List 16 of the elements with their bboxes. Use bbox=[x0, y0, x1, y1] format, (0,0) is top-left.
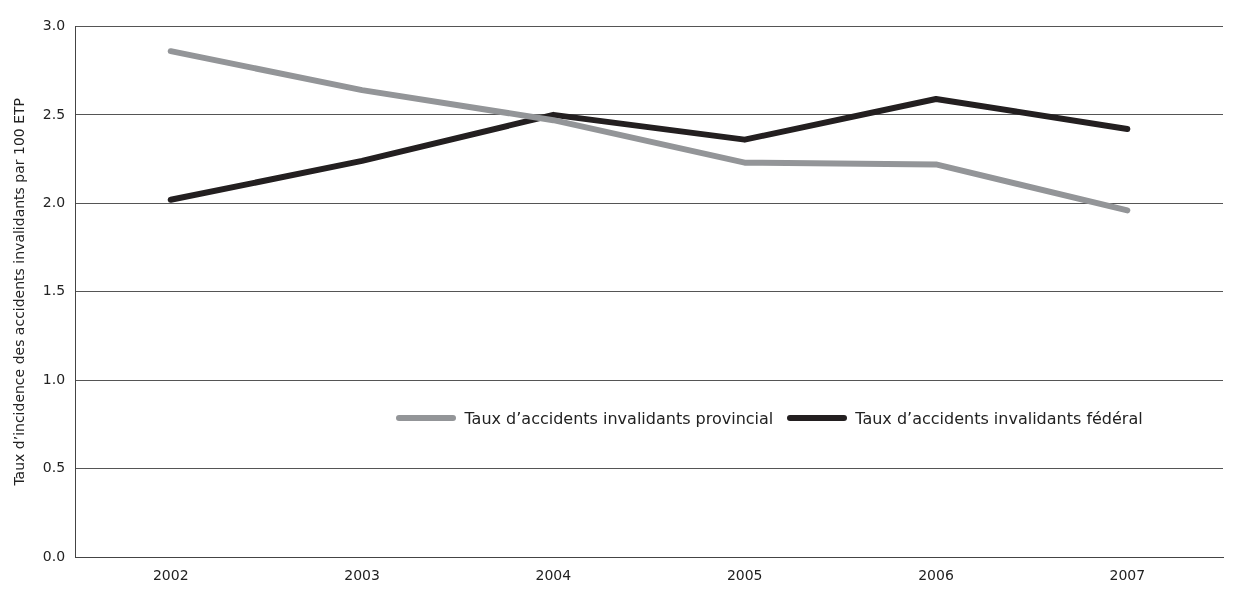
x-tick-label: 2003 bbox=[344, 567, 380, 584]
y-tick-label: 3.0 bbox=[42, 17, 66, 34]
y-tick-label: 1.5 bbox=[42, 282, 66, 299]
y-tick-label: 0.0 bbox=[42, 547, 66, 564]
y-axis-title: Taux d’incidence des accidents invalidants par 100 ETP bbox=[11, 97, 28, 487]
x-tick-label: 2006 bbox=[918, 567, 954, 584]
y-tick-label: 2.5 bbox=[42, 105, 66, 122]
legend-label: Taux d’accidents invalidants provincial bbox=[464, 408, 774, 428]
x-tick-label: 2002 bbox=[152, 567, 189, 584]
x-tick-label: 2004 bbox=[535, 567, 572, 584]
y-tick-label: 2.0 bbox=[42, 193, 66, 210]
x-tick-label: 2005 bbox=[726, 567, 763, 584]
y-tick-label: 1.0 bbox=[42, 370, 66, 387]
x-tick-label: 2007 bbox=[1109, 567, 1146, 584]
y-tick-label: 0.5 bbox=[42, 459, 66, 476]
legend-label: Taux d’accidents invalidants fédéral bbox=[855, 408, 1143, 428]
